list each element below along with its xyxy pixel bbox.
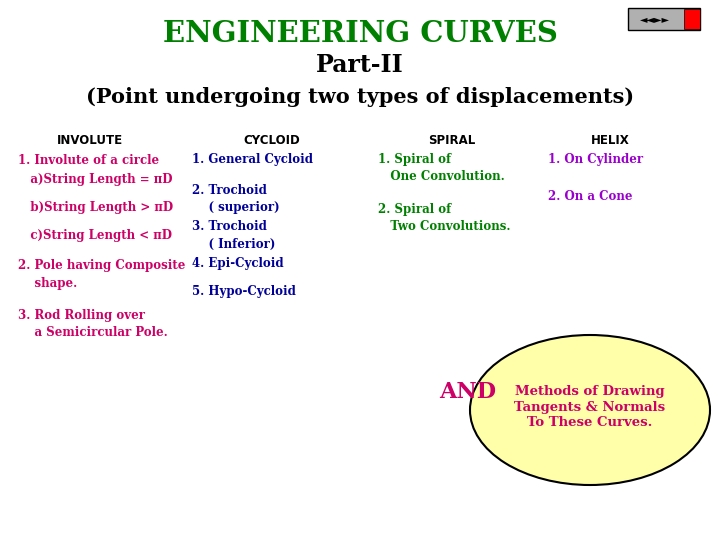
Text: c)String Length < πD: c)String Length < πD — [18, 230, 172, 242]
Text: b)String Length > πD: b)String Length > πD — [18, 201, 173, 214]
Bar — [684, 9, 700, 29]
Text: 1. General Cycloid: 1. General Cycloid — [192, 153, 313, 166]
Text: HELIX: HELIX — [590, 133, 629, 146]
Text: 4. Epi-Cycloid: 4. Epi-Cycloid — [192, 258, 284, 271]
Text: Two Convolutions.: Two Convolutions. — [378, 220, 510, 233]
Bar — [628, 8, 700, 30]
Text: 2. Spiral of: 2. Spiral of — [378, 204, 451, 217]
Text: 1. Spiral of: 1. Spiral of — [378, 153, 451, 166]
Text: 1. Involute of a circle: 1. Involute of a circle — [18, 153, 159, 166]
Text: ◄◄►►: ◄◄►► — [640, 14, 670, 24]
Text: 1. On Cylinder: 1. On Cylinder — [548, 153, 643, 166]
Text: AND: AND — [439, 381, 497, 403]
Text: 3. Rod Rolling over: 3. Rod Rolling over — [18, 308, 145, 321]
Text: ENGINEERING CURVES: ENGINEERING CURVES — [163, 18, 557, 48]
Text: INVOLUTE: INVOLUTE — [57, 133, 123, 146]
Text: 3. Trochoid: 3. Trochoid — [192, 220, 267, 233]
Text: shape.: shape. — [18, 276, 77, 289]
Ellipse shape — [470, 335, 710, 485]
Text: 2. Pole having Composite: 2. Pole having Composite — [18, 260, 185, 273]
Text: SPIRAL: SPIRAL — [428, 133, 476, 146]
Text: Methods of Drawing
Tangents & Normals
To These Curves.: Methods of Drawing Tangents & Normals To… — [514, 386, 665, 429]
Text: CYCLOID: CYCLOID — [243, 133, 300, 146]
Text: a Semicircular Pole.: a Semicircular Pole. — [18, 326, 168, 339]
Text: 2. On a Cone: 2. On a Cone — [548, 191, 632, 204]
Text: One Convolution.: One Convolution. — [378, 171, 505, 184]
Text: Part-II: Part-II — [316, 53, 404, 77]
Text: a)String Length = πD: a)String Length = πD — [18, 173, 173, 186]
Text: (Point undergoing two types of displacements): (Point undergoing two types of displacem… — [86, 87, 634, 107]
Text: ( Inferior): ( Inferior) — [192, 238, 275, 251]
Text: 2. Trochoid: 2. Trochoid — [192, 184, 267, 197]
Text: ( superior): ( superior) — [192, 200, 279, 213]
Text: 5. Hypo-Cycloid: 5. Hypo-Cycloid — [192, 286, 296, 299]
